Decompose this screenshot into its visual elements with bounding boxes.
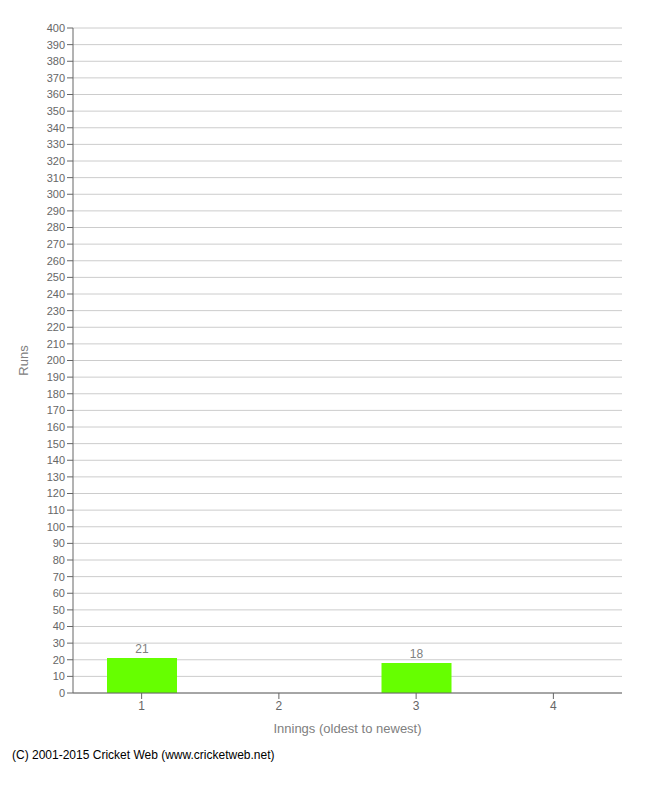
- svg-text:Innings (oldest to newest): Innings (oldest to newest): [273, 721, 421, 736]
- svg-text:380: 380: [47, 55, 65, 67]
- svg-text:360: 360: [47, 88, 65, 100]
- svg-text:100: 100: [47, 521, 65, 533]
- svg-text:70: 70: [53, 571, 65, 583]
- svg-text:310: 310: [47, 172, 65, 184]
- svg-text:110: 110: [47, 504, 65, 516]
- svg-text:4: 4: [550, 699, 557, 713]
- svg-text:150: 150: [47, 438, 65, 450]
- svg-text:120: 120: [47, 487, 65, 499]
- svg-text:190: 190: [47, 371, 65, 383]
- svg-text:130: 130: [47, 471, 65, 483]
- svg-text:40: 40: [53, 620, 65, 632]
- svg-text:30: 30: [53, 637, 65, 649]
- svg-text:330: 330: [47, 138, 65, 150]
- svg-text:60: 60: [53, 587, 65, 599]
- svg-text:370: 370: [47, 72, 65, 84]
- svg-text:340: 340: [47, 122, 65, 134]
- svg-text:290: 290: [47, 205, 65, 217]
- svg-text:0: 0: [59, 687, 65, 699]
- svg-text:400: 400: [47, 22, 65, 34]
- svg-text:240: 240: [47, 288, 65, 300]
- svg-text:390: 390: [47, 39, 65, 51]
- html-text:(C) 2001-2015 Cricket Web (www: (C) 2001-2015 Cricket Web (www.cricketwe…: [12, 748, 275, 762]
- svg-text:210: 210: [47, 338, 65, 350]
- svg-text:350: 350: [47, 105, 65, 117]
- svg-text:18: 18: [410, 647, 424, 661]
- svg-text:1: 1: [138, 699, 145, 713]
- svg-text:220: 220: [47, 321, 65, 333]
- svg-text:270: 270: [47, 238, 65, 250]
- svg-text:80: 80: [53, 554, 65, 566]
- svg-text:230: 230: [47, 305, 65, 317]
- svg-text:170: 170: [47, 404, 65, 416]
- svg-text:2: 2: [276, 699, 283, 713]
- svg-text:200: 200: [47, 354, 65, 366]
- svg-text:90: 90: [53, 537, 65, 549]
- svg-text:260: 260: [47, 255, 65, 267]
- svg-text:140: 140: [47, 454, 65, 466]
- svg-text:3: 3: [413, 699, 420, 713]
- svg-text:Runs: Runs: [16, 345, 31, 376]
- svg-text:160: 160: [47, 421, 65, 433]
- svg-text:250: 250: [47, 271, 65, 283]
- svg-text:10: 10: [53, 670, 65, 682]
- svg-text:300: 300: [47, 188, 65, 200]
- svg-text:320: 320: [47, 155, 65, 167]
- svg-text:21: 21: [135, 642, 149, 656]
- svg-text:180: 180: [47, 388, 65, 400]
- svg-text:50: 50: [53, 604, 65, 616]
- svg-text:280: 280: [47, 221, 65, 233]
- svg-text:20: 20: [53, 654, 65, 666]
